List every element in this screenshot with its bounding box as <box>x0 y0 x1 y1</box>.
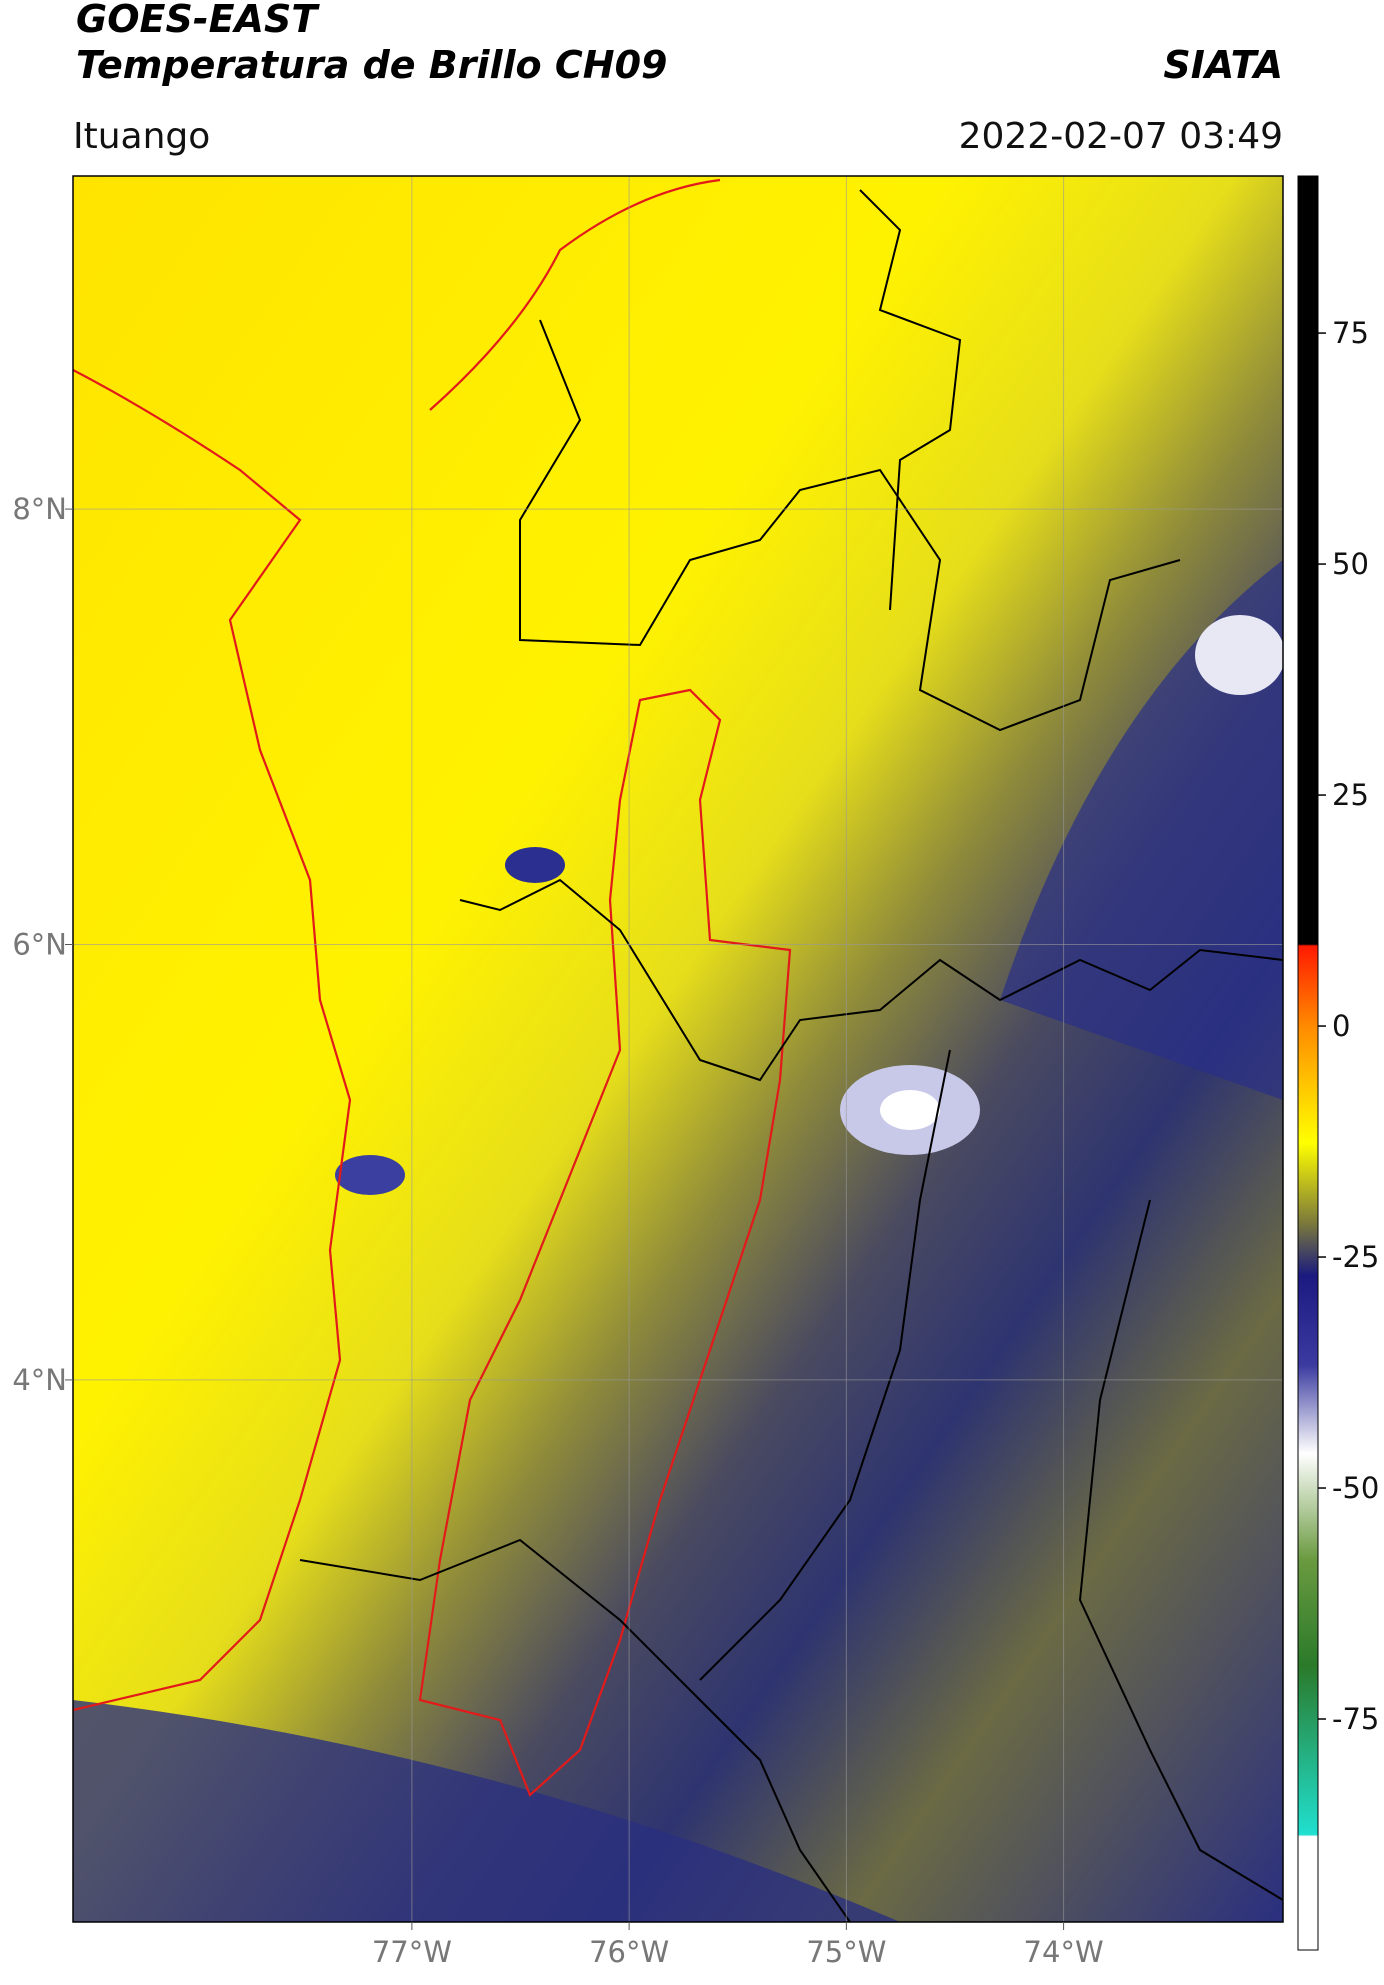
coastline <box>73 369 352 1712</box>
admin-border <box>859 189 962 611</box>
cold-cloud <box>505 847 565 883</box>
cold-cloud <box>1195 615 1283 695</box>
coastline <box>429 178 721 411</box>
x-tick-label: 74°W <box>1024 1935 1104 1969</box>
cold-area <box>73 1700 900 1922</box>
admin-border <box>519 319 1181 732</box>
admin-border <box>1078 1199 1283 1901</box>
colorbar-tick-label: -75 <box>1332 1702 1379 1736</box>
subtitle: Temperatura de Brillo CH09 <box>76 43 667 87</box>
colorbar-tick-label: 75 <box>1332 316 1369 350</box>
colorbar-tick-label: 25 <box>1332 778 1369 812</box>
colorbar-tick-label: -25 <box>1332 1240 1379 1274</box>
x-tick-label: 75°W <box>806 1935 886 1969</box>
title: GOES-EAST <box>76 0 320 41</box>
source: SIATA <box>1163 43 1283 87</box>
y-tick-label: 6°N <box>12 928 67 962</box>
colorbar-tick-label: 50 <box>1332 547 1369 581</box>
colorbar <box>1297 175 1319 1951</box>
x-tick-label: 76°W <box>589 1935 669 1969</box>
x-tick-label: 77°W <box>372 1935 452 1969</box>
ticks: 77°W 76°W 75°W 74°W 8°N 6°N 4°N 75 50 25 0 -25 -50 -7… <box>12 316 1379 1969</box>
admin-border <box>459 878 1283 1082</box>
basin-outline <box>418 688 792 1797</box>
grid <box>73 176 1283 1922</box>
admin-border <box>299 1538 851 1922</box>
colorbar-tick-label: -50 <box>1332 1471 1379 1505</box>
map-image <box>73 176 1283 1922</box>
map-frame <box>72 175 1284 1923</box>
temperature-field <box>73 176 1283 1922</box>
location: Ituango <box>73 116 210 157</box>
cold-cloud <box>335 1155 405 1195</box>
colorbar-tick-label: 0 <box>1332 1009 1350 1043</box>
admin-border <box>699 1049 951 1681</box>
y-tick-label: 8°N <box>12 492 67 526</box>
cold-cloud <box>880 1090 940 1130</box>
y-tick-label: 4°N <box>12 1363 67 1397</box>
datetime: 2022-02-07 03:49 <box>959 116 1283 157</box>
